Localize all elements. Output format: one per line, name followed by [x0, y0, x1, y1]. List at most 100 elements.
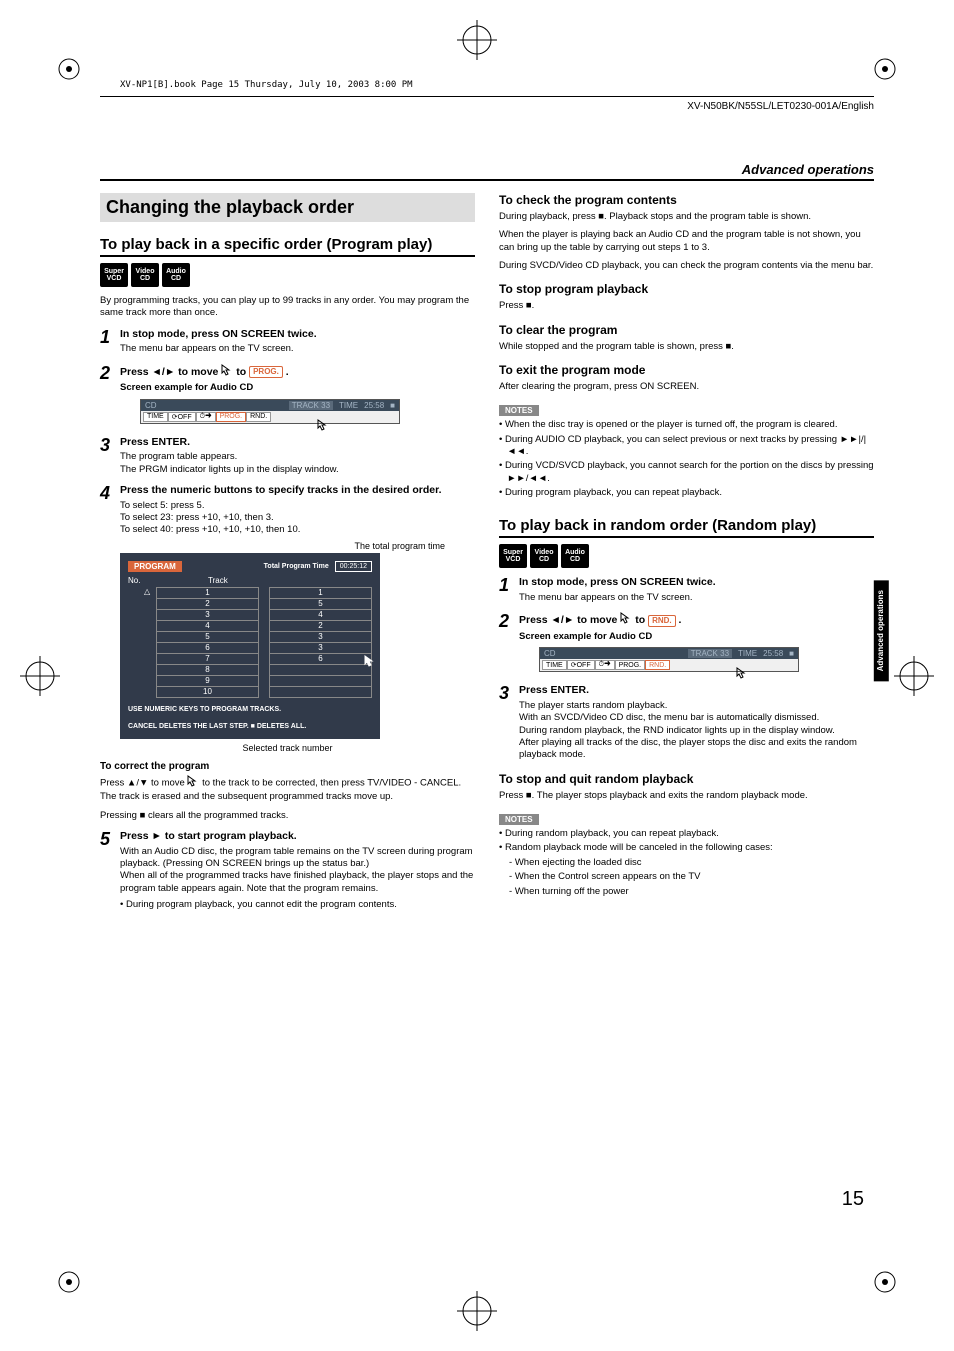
cursor-icon	[736, 667, 748, 681]
note-item: During random playback, you can repeat p…	[499, 828, 874, 840]
rnd-tag: RND.	[648, 615, 676, 627]
note-sub-item: When turning off the power	[509, 886, 874, 898]
page-number: 15	[842, 1188, 864, 1211]
cursor-icon	[317, 419, 329, 433]
program-play-heading: To play back in a specific order (Progra…	[100, 236, 475, 257]
audiocd-badge-icon: Audio CD	[561, 544, 589, 568]
leader-label-top: The total program time	[100, 541, 445, 551]
step-number: 2	[499, 612, 513, 676]
step-sub: After playing all tracks of the disc, th…	[519, 737, 874, 762]
menubar-cd: CD	[145, 401, 157, 410]
program-table-panel: PROGRAM Total Program Time 00:25:12 No. …	[120, 553, 380, 739]
step-number: 1	[499, 576, 513, 604]
program-footer-2: CANCEL DELETES THE LAST STEP. ■ DELETES …	[128, 722, 372, 731]
step-sub: The program table appears.	[120, 451, 475, 463]
step-title: Press ENTER.	[120, 436, 475, 450]
menubar-button: TIME	[542, 660, 567, 670]
note-sub-item: When ejecting the loaded disc	[509, 857, 874, 869]
random-step-3: 3 Press ENTER. The player starts random …	[499, 684, 874, 761]
registration-mark-icon	[457, 1291, 497, 1331]
menubar-example: CD TRACK 33 TIME 25:58 ■ TIME⟳OFF⏱➜PROG.…	[539, 647, 874, 672]
vcd-badge-icon: Video CD	[131, 263, 159, 287]
right-column: To check the program contents During pla…	[499, 193, 874, 917]
menubar-track: TRACK 33	[688, 649, 732, 658]
step-number: 3	[499, 684, 513, 761]
program-track-list: 1542336	[269, 587, 372, 697]
step-sub: The menu bar appears on the TV screen.	[120, 343, 475, 355]
exit-text: After clearing the program, press ON SCR…	[499, 381, 874, 393]
menubar-button: RND.	[246, 412, 271, 422]
notes-list-2-sub: When ejecting the loaded discWhen the Co…	[509, 857, 874, 898]
cursor-icon	[187, 775, 199, 791]
step-number: 1	[100, 328, 114, 356]
menubar-example: CD TRACK 33 TIME 25:58 ■ TIME⟳OFF⏱➜PROG.…	[140, 399, 475, 424]
step-title: Press ► to start program playback.	[120, 830, 475, 844]
step-sub: During random playback, the RND indicato…	[519, 725, 874, 737]
notes-label: NOTES	[499, 814, 539, 825]
step-sub: With an SVCD/Video CD disc, the menu bar…	[519, 712, 874, 724]
section-header: Advanced operations	[100, 162, 874, 181]
col-track: Track	[208, 576, 228, 585]
intro-text: By programming tracks, you can play up t…	[100, 295, 475, 320]
step-sub: When all of the programmed tracks have f…	[120, 870, 475, 895]
menubar-button: PROG.	[615, 660, 646, 670]
check-text: When the player is playing back an Audio…	[499, 229, 874, 254]
document-code: XV-N50BK/N55SL/LET0230-001A/English	[100, 101, 874, 112]
col-no: No.	[128, 576, 168, 585]
note-item: During AUDIO CD playback, you can select…	[499, 434, 874, 459]
step-3: 3 Press ENTER. The program table appears…	[100, 436, 475, 476]
stop-icon: ■	[390, 401, 395, 410]
step-2: 2 Press ◄/► to move to PROG. . Screen ex…	[100, 364, 475, 428]
menubar-time-value: 25:58	[763, 649, 783, 658]
menubar-track: TRACK 33	[289, 401, 333, 410]
clear-heading: To clear the program	[499, 323, 874, 337]
book-reference: XV-NP1[B].book Page 15 Thursday, July 10…	[100, 80, 874, 90]
step-number: 4	[100, 484, 114, 537]
check-heading: To check the program contents	[499, 193, 874, 207]
menubar-button: ⏱➜	[595, 660, 615, 670]
menubar-button: TIME	[143, 412, 168, 422]
rule-line	[100, 96, 874, 97]
program-no-list: △ 12345678910	[156, 587, 259, 697]
stop-heading: To stop program playback	[499, 282, 874, 296]
step-1: 1 In stop mode, press ON SCREEN twice. T…	[100, 328, 475, 356]
cursor-icon	[364, 655, 376, 669]
random-stop-heading: To stop and quit random playback	[499, 772, 874, 786]
random-step-2: 2 Press ◄/► to move to RND. . Screen exa…	[499, 612, 874, 676]
step-title: In stop mode, press ON SCREEN twice.	[120, 328, 475, 342]
step-title: Press the numeric buttons to specify tra…	[120, 484, 475, 498]
marker-icon: △	[144, 587, 150, 596]
menubar-button: PROG.	[216, 412, 247, 422]
check-text: During playback, press ■. Playback stops…	[499, 211, 874, 223]
step-sub: The menu bar appears on the TV screen.	[519, 592, 874, 604]
step-4: 4 Press the numeric buttons to specify t…	[100, 484, 475, 537]
check-text: During SVCD/Video CD playback, you can c…	[499, 260, 874, 272]
menubar-button: ⟳OFF	[567, 660, 595, 670]
correct-heading: To correct the program	[100, 761, 475, 772]
crop-mark-icon	[872, 1269, 898, 1295]
screen-caption: Screen example for Audio CD	[120, 382, 475, 394]
step-number: 5	[100, 830, 114, 913]
main-title: Changing the playback order	[100, 193, 475, 222]
step-sub: To select 23: press +10, +10, then 3.	[120, 512, 475, 524]
step-title: Press ENTER.	[519, 684, 874, 698]
step-5: 5 Press ► to start program playback. Wit…	[100, 830, 475, 913]
step-title: Press ◄/► to move to PROG. .	[120, 364, 475, 381]
step-sub: To select 40: press +10, +10, +10, then …	[120, 524, 475, 536]
menubar-button: ⟳OFF	[168, 412, 196, 422]
program-head: PROGRAM	[128, 561, 182, 572]
notes-label: NOTES	[499, 405, 539, 416]
menubar-cd: CD	[544, 649, 556, 658]
disc-badges: Super VCD Video CD Audio CD	[100, 263, 475, 287]
step-sub: The PRGM indicator lights up in the disp…	[120, 464, 475, 476]
screen-caption: Screen example for Audio CD	[519, 631, 874, 643]
total-label: Total Program Time	[264, 563, 329, 570]
note-item: When the disc tray is opened or the play…	[499, 419, 874, 431]
left-column: Changing the playback order To play back…	[100, 193, 475, 917]
notes-list-2: During random playback, you can repeat p…	[499, 828, 874, 855]
program-numbers	[128, 587, 146, 697]
random-play-heading: To play back in random order (Random pla…	[499, 517, 874, 538]
program-no-cell: 10	[156, 686, 259, 698]
disc-badges: Super VCD Video CD Audio CD	[499, 544, 874, 568]
audiocd-badge-icon: Audio CD	[162, 263, 190, 287]
